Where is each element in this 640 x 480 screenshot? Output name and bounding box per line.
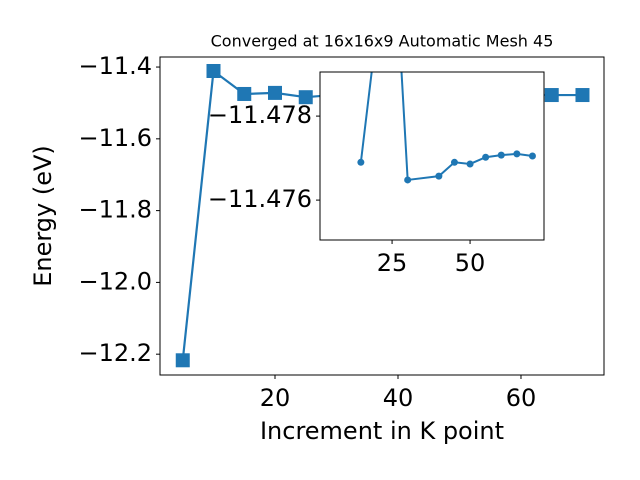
data-point <box>357 158 365 166</box>
x-tick-label: 60 <box>506 384 537 412</box>
x-tick-label: 50 <box>455 249 486 277</box>
y-tick-label: −11.478 <box>208 101 312 129</box>
data-point <box>450 158 458 166</box>
y-tick-label: −11.8 <box>78 196 152 224</box>
plot-area <box>320 72 544 240</box>
x-tick-label: 40 <box>383 384 414 412</box>
data-point <box>298 90 313 105</box>
plot-frame <box>319 71 545 241</box>
y-axis-label: Energy (eV) <box>29 145 57 287</box>
data-point <box>206 63 221 78</box>
y-tick-label: −11.6 <box>78 124 152 152</box>
plot-frame <box>159 56 605 376</box>
data-point <box>497 151 505 159</box>
data-point <box>528 152 536 160</box>
chart-title: Converged at 16x16x9 Automatic Mesh 45 <box>211 32 554 51</box>
data-point <box>575 88 590 103</box>
y-tick-label: −12.2 <box>78 339 152 367</box>
y-tick-label: −11.476 <box>208 185 312 213</box>
x-axis-label: Increment in K point <box>260 417 504 445</box>
x-tick-label: 20 <box>260 384 291 412</box>
y-tick-label: −12.0 <box>78 267 152 295</box>
data-point <box>466 160 474 168</box>
data-point <box>435 172 443 180</box>
y-tick-label: −11.4 <box>78 52 152 80</box>
data-point <box>267 85 282 100</box>
data-point <box>175 353 190 368</box>
data-point <box>544 88 559 103</box>
data-point <box>513 150 521 158</box>
plot-content <box>357 72 536 184</box>
x-tick-label: 25 <box>377 249 408 277</box>
data-point <box>237 86 252 101</box>
data-point <box>482 153 490 161</box>
data-point <box>404 176 412 184</box>
